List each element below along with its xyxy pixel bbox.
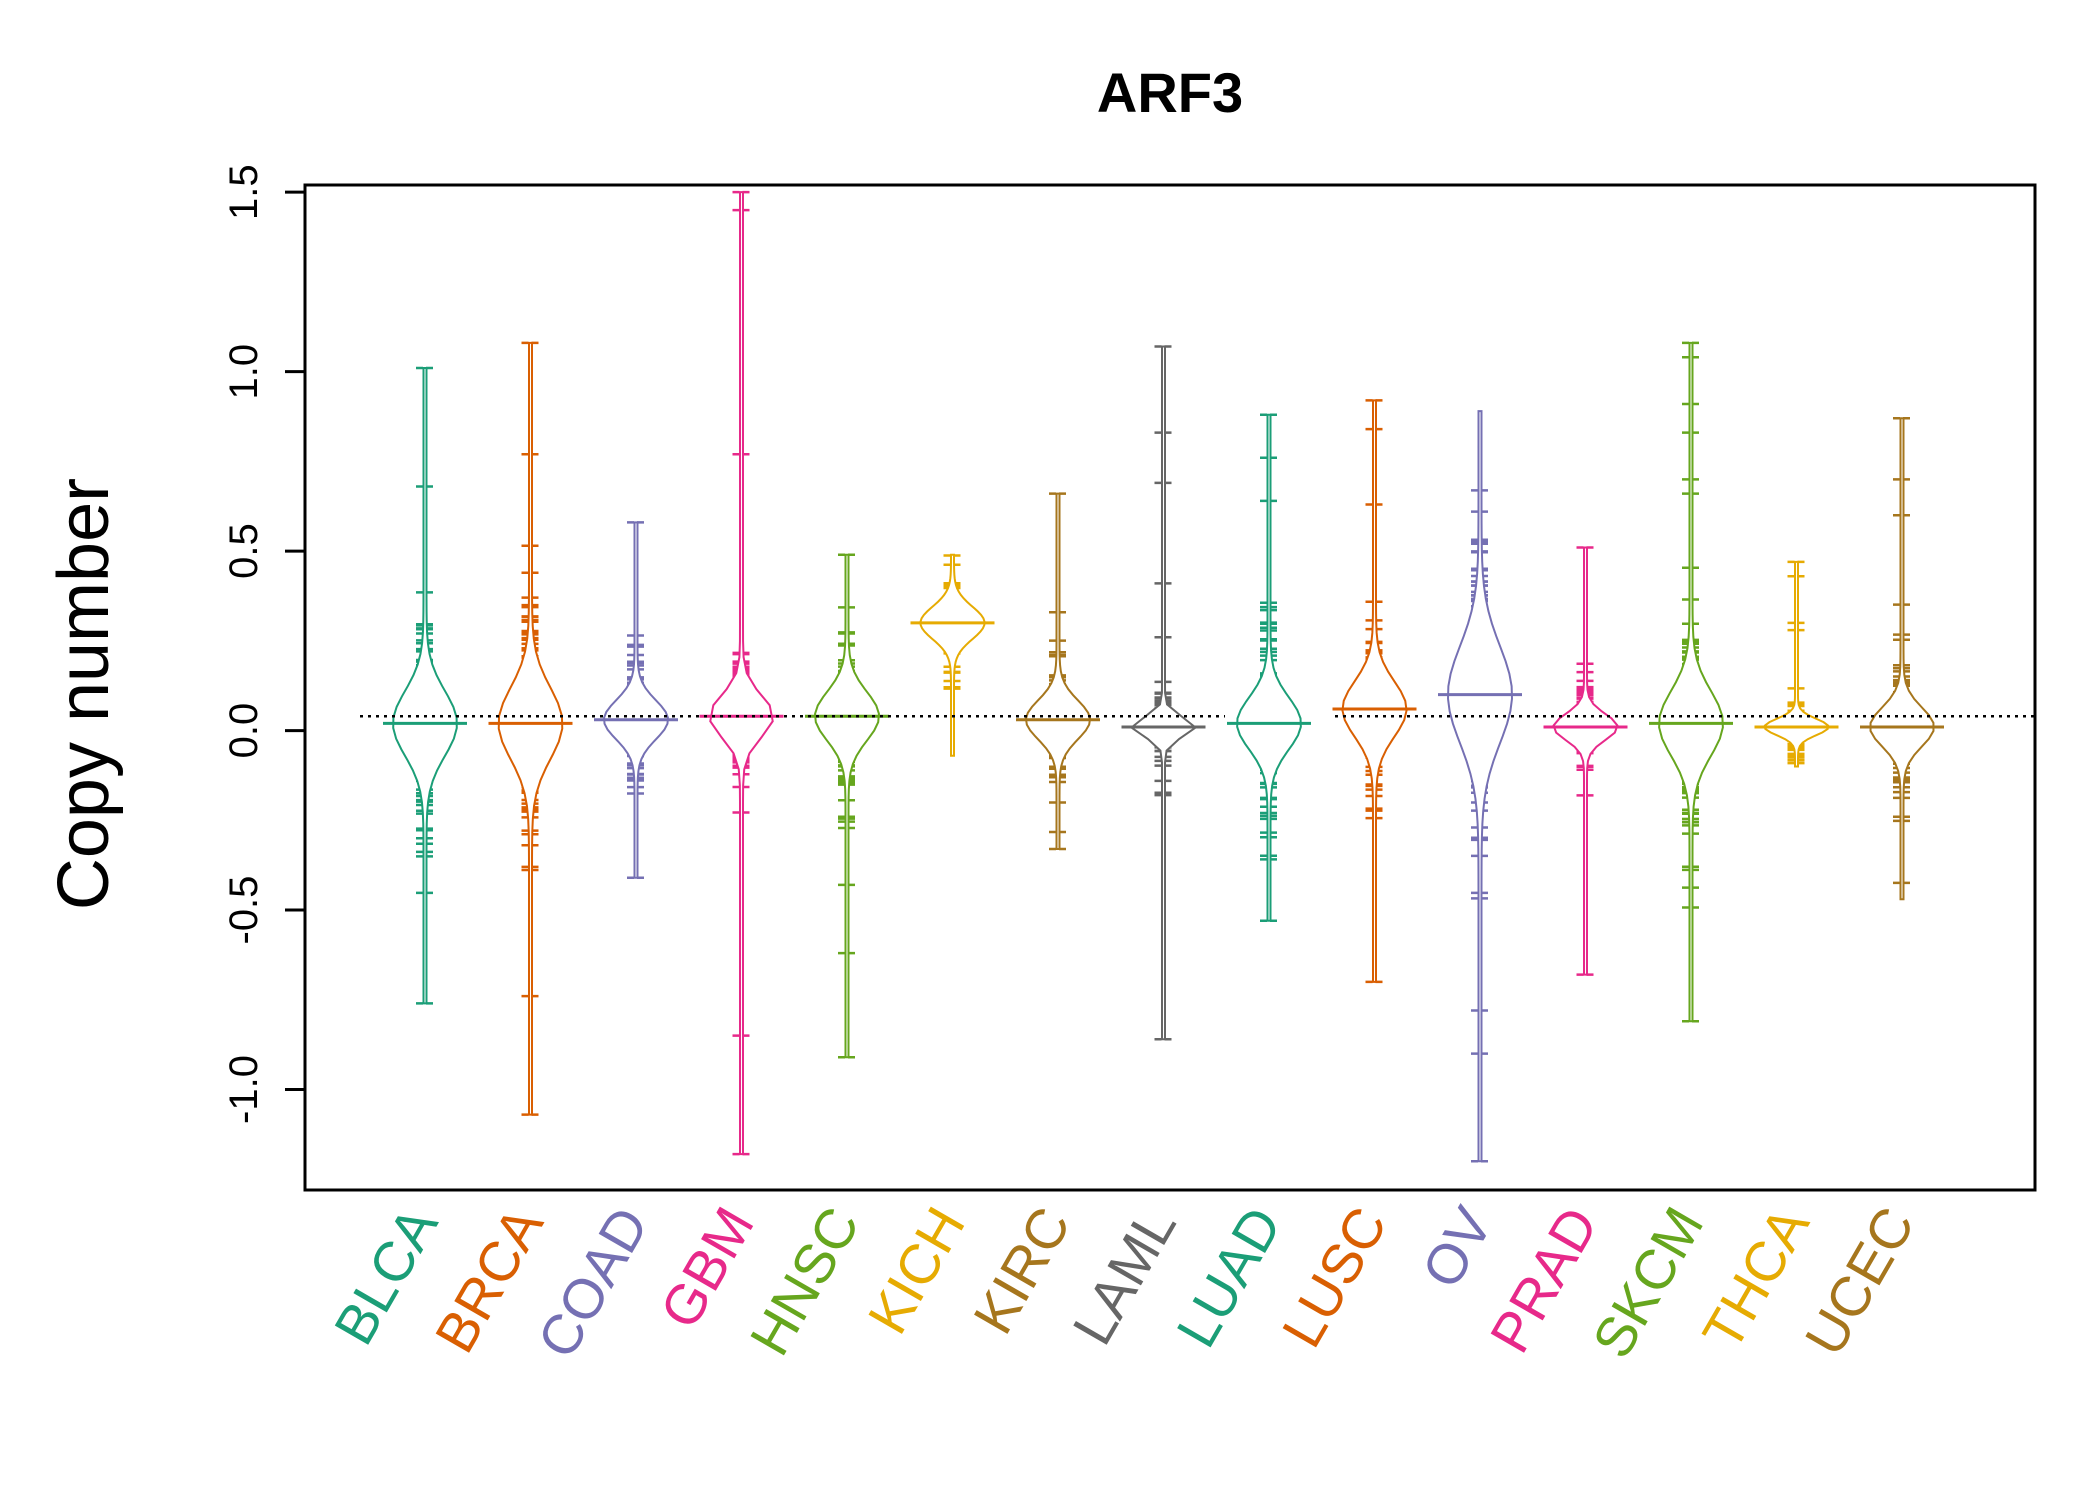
bean-density <box>1763 560 1830 768</box>
bean-luad <box>1227 413 1311 923</box>
y-axis-label: Copy number <box>44 478 124 910</box>
y-tick-label: 0.5 <box>222 523 266 579</box>
bean-density <box>1552 546 1619 976</box>
bean-thca <box>1754 560 1839 768</box>
bean-blca <box>383 366 467 1005</box>
bean-density <box>1236 413 1302 922</box>
x-tick-label: LUAD <box>1164 1197 1293 1358</box>
bean-kirc <box>1016 492 1100 851</box>
bean-density <box>814 553 880 1059</box>
y-tick-label: 1.0 <box>222 344 266 400</box>
x-tick-label: SKCM <box>1580 1197 1715 1369</box>
bean-lusc <box>1332 399 1417 984</box>
plot-area: -1.0-0.50.00.51.01.5BLCABRCACOADGBMHNSCK… <box>222 164 2037 1369</box>
x-tick-label: COAD <box>525 1197 660 1369</box>
bean-density <box>1341 399 1408 983</box>
y-tick-label: 0.0 <box>222 703 266 759</box>
bean-gbm <box>699 190 784 1156</box>
y-tick-label: -0.5 <box>222 876 266 945</box>
bean-density <box>392 367 458 1005</box>
bean-kich <box>910 553 995 757</box>
x-tick-label: OV <box>1409 1196 1504 1298</box>
plot-frame <box>303 183 2037 1192</box>
x-tick-label: UCEC <box>1792 1197 1926 1366</box>
bean-prad <box>1543 546 1628 976</box>
bean-brca <box>488 341 573 1116</box>
bean-density <box>919 553 986 757</box>
bean-density <box>709 191 774 1156</box>
bean-density <box>497 341 564 1116</box>
bean-density <box>1129 345 1198 1041</box>
bean-skcm <box>1649 341 1733 1023</box>
bean-coad <box>594 521 678 879</box>
bean-hnsc <box>805 553 889 1059</box>
bean-ov <box>1438 410 1522 1163</box>
bean-ucec <box>1860 417 1944 901</box>
chart-title: ARF3 <box>1097 61 1243 124</box>
x-tick-label: KICH <box>855 1197 976 1344</box>
x-tick-label: HNSC <box>737 1197 871 1366</box>
bean-density <box>1024 492 1092 851</box>
y-tick-label: 1.5 <box>222 164 266 220</box>
bean-density <box>603 521 669 879</box>
bean-laml <box>1121 345 1206 1041</box>
bean-density <box>1869 417 1935 901</box>
x-tick-label: LUSC <box>1270 1197 1399 1358</box>
bean-density <box>1658 341 1724 1023</box>
x-tick-label: LAML <box>1060 1197 1188 1355</box>
y-tick-label: -1.0 <box>222 1055 266 1124</box>
bean-density <box>1447 410 1513 1163</box>
